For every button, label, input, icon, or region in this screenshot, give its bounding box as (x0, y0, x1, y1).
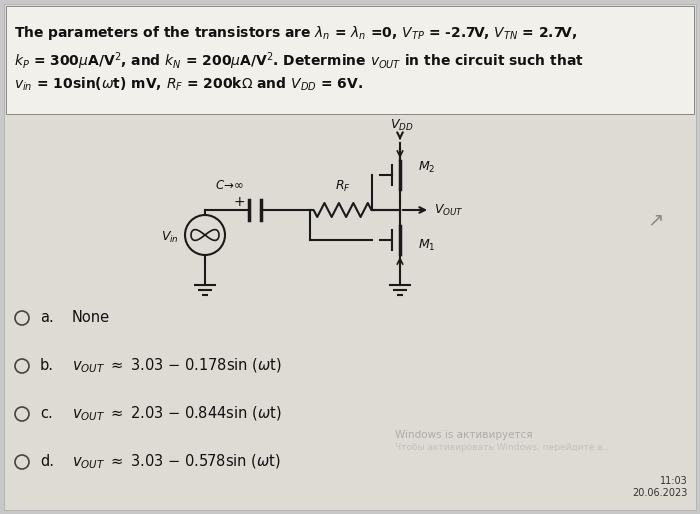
Text: $V_{in}$: $V_{in}$ (161, 229, 179, 245)
Text: b.: b. (40, 358, 54, 374)
Text: a.: a. (40, 310, 54, 325)
Text: +: + (233, 195, 245, 209)
Text: $v_{OUT}$ $\approx$ 3.03 $-$ 0.578sin ($\omega$t): $v_{OUT}$ $\approx$ 3.03 $-$ 0.578sin ($… (72, 453, 281, 471)
Text: Чтобы активировать Windows, перейдите в...: Чтобы активировать Windows, перейдите в.… (395, 444, 612, 452)
Text: $M_1$: $M_1$ (418, 237, 435, 252)
Text: None: None (72, 310, 110, 325)
Text: d.: d. (40, 454, 54, 469)
Text: $R_F$: $R_F$ (335, 179, 351, 194)
Text: $C\!\rightarrow\!\infty$: $C\!\rightarrow\!\infty$ (216, 179, 245, 192)
Text: $v_{OUT}$ $\approx$ 3.03 $-$ 0.178sin ($\omega$t): $v_{OUT}$ $\approx$ 3.03 $-$ 0.178sin ($… (72, 357, 282, 375)
Text: c.: c. (40, 407, 52, 421)
Text: ↗: ↗ (647, 211, 663, 229)
FancyBboxPatch shape (6, 6, 694, 114)
Text: $v_{in}$ = 10sin($\omega$t) mV, $R_F$ = 200k$\Omega$ and $V_{DD}$ = 6V.: $v_{in}$ = 10sin($\omega$t) mV, $R_F$ = … (14, 76, 363, 94)
Text: $V_{DD}$: $V_{DD}$ (390, 118, 414, 133)
Text: $M_2$: $M_2$ (418, 159, 435, 175)
Text: $k_P$ = 300$\mu$A/V$^2$, and $k_N$ = 200$\mu$A/V$^2$. Determine $v_{OUT}$ in the: $k_P$ = 300$\mu$A/V$^2$, and $k_N$ = 200… (14, 50, 584, 71)
Text: $V_{OUT}$: $V_{OUT}$ (434, 203, 464, 217)
Text: 11:03
20.06.2023: 11:03 20.06.2023 (633, 475, 688, 498)
Text: $v_{OUT}$ $\approx$ 2.03 $-$ 0.844sin ($\omega$t): $v_{OUT}$ $\approx$ 2.03 $-$ 0.844sin ($… (72, 405, 281, 423)
Text: The parameters of the transistors are $\lambda_n$ = $\lambda_n$ =0, $V_{TP}$ = -: The parameters of the transistors are $\… (14, 24, 578, 42)
Text: Windows is активируется: Windows is активируется (395, 430, 533, 440)
FancyBboxPatch shape (4, 4, 696, 510)
